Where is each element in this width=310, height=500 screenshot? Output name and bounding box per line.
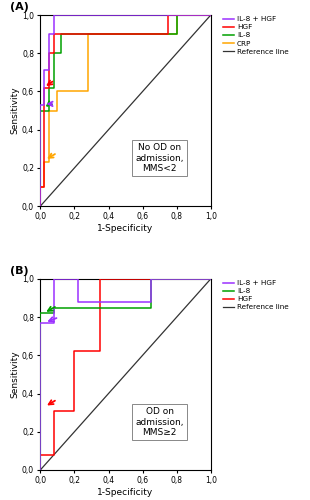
X-axis label: 1-Specificity: 1-Specificity — [97, 488, 154, 497]
X-axis label: 1-Specificity: 1-Specificity — [97, 224, 154, 233]
Y-axis label: Sensitivity: Sensitivity — [10, 350, 19, 398]
Text: OD on
admission,
MMS≥2: OD on admission, MMS≥2 — [135, 408, 184, 437]
Legend: IL-8 + HGF, HGF, IL-8, CRP, Reference line: IL-8 + HGF, HGF, IL-8, CRP, Reference li… — [221, 15, 290, 56]
Text: (A): (A) — [10, 2, 29, 12]
Legend: IL-8 + HGF, IL-8, HGF, Reference line: IL-8 + HGF, IL-8, HGF, Reference line — [221, 278, 290, 312]
Y-axis label: Sensitivity: Sensitivity — [10, 87, 19, 134]
Text: No OD on
admission,
MMS<2: No OD on admission, MMS<2 — [135, 144, 184, 174]
Text: (B): (B) — [10, 266, 28, 276]
